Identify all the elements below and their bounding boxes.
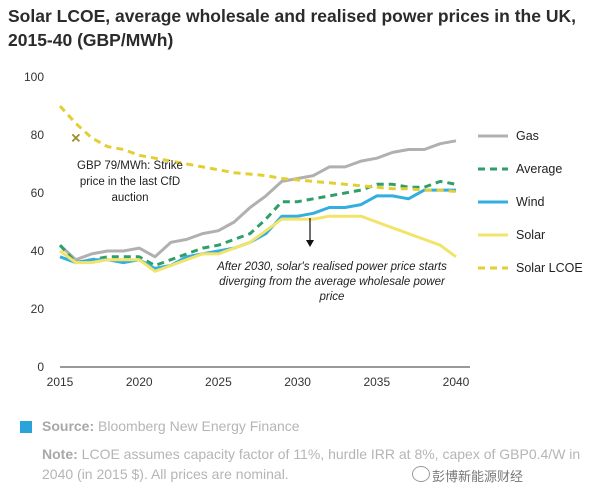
y-tick-label: 20 bbox=[31, 302, 45, 316]
x-tick-labels: 2015 2020 2025 2030 2035 2040 bbox=[47, 375, 470, 389]
x-tick-label: 2025 bbox=[205, 375, 232, 389]
diverge-annotation-line3: price bbox=[319, 291, 345, 303]
strike-annotation-line1: GBP 79/MWh: Strike bbox=[77, 160, 183, 172]
note-label: Note: bbox=[42, 446, 78, 462]
legend-label-solar: Solar bbox=[516, 228, 545, 242]
legend-label-wind: Wind bbox=[516, 195, 545, 209]
chart-markers bbox=[71, 133, 80, 143]
series-line-average bbox=[58, 179, 457, 267]
y-tick-label: 80 bbox=[31, 128, 45, 142]
strike-annotation-line3: auction bbox=[111, 192, 148, 204]
x-tick-label: 2020 bbox=[126, 375, 153, 389]
source-square-icon bbox=[20, 421, 32, 433]
wechat-icon bbox=[412, 466, 430, 482]
series-line-solar bbox=[59, 214, 457, 273]
strike-annotation-line2: price in the last CfD bbox=[80, 176, 180, 188]
watermark: 彭博新能源财经 bbox=[432, 470, 524, 485]
x-tick-label: 2040 bbox=[443, 375, 470, 389]
chart-series bbox=[58, 104, 457, 273]
diverge-annotation-line1: After 2030, solar's realised power price… bbox=[216, 261, 447, 273]
source-label: Source: bbox=[42, 418, 95, 434]
legend-label-gas: Gas bbox=[516, 129, 539, 143]
diverge-annotation: After 2030, solar's realised power price… bbox=[216, 218, 447, 303]
diverge-annotation-line2: diverging from the average wholesale pow… bbox=[219, 276, 446, 288]
source-line: Source: Bloomberg New Energy Finance bbox=[20, 418, 600, 434]
chart-title: Solar LCOE, average wholesale and realis… bbox=[8, 6, 576, 50]
series-line-gas bbox=[58, 139, 457, 262]
strike-annotation: GBP 79/MWh: Strike price in the last CfD… bbox=[77, 160, 183, 204]
y-tick-labels: 0 20 40 60 80 100 bbox=[24, 70, 44, 374]
note-text: LCOE assumes capacity factor of 11%, hur… bbox=[42, 446, 581, 482]
diverge-arrow-head bbox=[306, 240, 314, 247]
y-tick-label: 0 bbox=[37, 360, 44, 374]
series-line-solar-lcoe bbox=[58, 104, 457, 194]
chart-legend: Gas Average Wind Solar Solar LCOE bbox=[478, 129, 583, 275]
source-text: Bloomberg New Energy Finance bbox=[98, 418, 300, 434]
legend-label-average: Average bbox=[516, 162, 562, 176]
y-tick-label: 60 bbox=[31, 186, 45, 200]
strike-price-marker bbox=[71, 133, 80, 143]
x-tick-label: 2035 bbox=[363, 375, 390, 389]
y-tick-label: 40 bbox=[31, 244, 45, 258]
legend-label-solar-lcoe: Solar LCOE bbox=[516, 261, 583, 275]
x-tick-label: 2015 bbox=[47, 375, 74, 389]
y-tick-label: 100 bbox=[24, 70, 44, 84]
x-tick-label: 2030 bbox=[284, 375, 311, 389]
note-line: Note: LCOE assumes capacity factor of 11… bbox=[20, 444, 597, 484]
